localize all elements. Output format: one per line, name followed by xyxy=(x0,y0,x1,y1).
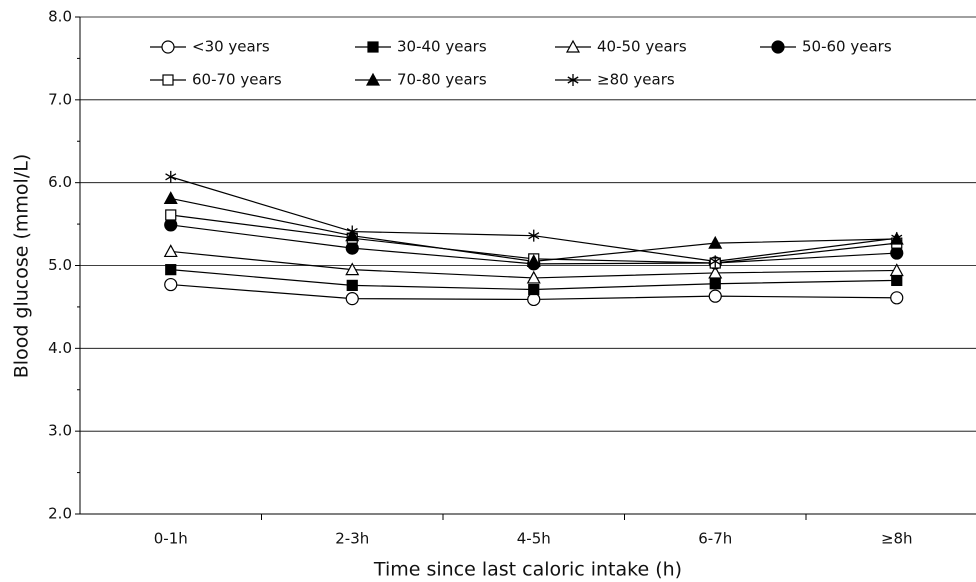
y-tick-label: 8.0 xyxy=(48,8,72,26)
legend-label: 50-60 years xyxy=(802,38,892,56)
x-tick-label: 4-5h xyxy=(517,530,551,548)
data-point xyxy=(891,274,903,287)
data-point xyxy=(527,292,541,307)
data-point xyxy=(889,263,904,277)
data-point xyxy=(526,254,541,267)
legend-label: ≥80 years xyxy=(597,71,675,89)
data-point xyxy=(165,209,177,221)
data-point xyxy=(890,246,904,260)
legend-label: 60-70 years xyxy=(192,71,282,89)
x-tick-label: 6-7h xyxy=(698,530,732,548)
data-point xyxy=(345,241,359,255)
y-axis-title: Blood glucose (mmol/L) xyxy=(11,154,33,378)
data-point xyxy=(709,255,721,268)
data-point xyxy=(528,229,540,242)
series-line xyxy=(170,176,897,262)
data-point xyxy=(163,191,178,205)
data-point xyxy=(346,279,358,291)
legend-marker xyxy=(367,41,379,53)
y-tick-label: 5.0 xyxy=(48,256,72,274)
data-point xyxy=(165,264,177,276)
legend-label: 40-50 years xyxy=(597,38,687,56)
legend-label: 30-40 years xyxy=(397,38,487,56)
data-point xyxy=(709,278,721,290)
legend-marker xyxy=(162,74,174,86)
data-point xyxy=(708,265,723,279)
data-point xyxy=(890,291,904,305)
data-point xyxy=(165,170,177,183)
y-tick-label: 3.0 xyxy=(48,422,72,440)
legend-marker xyxy=(365,72,381,86)
data-point xyxy=(526,270,541,284)
legend-marker xyxy=(771,40,785,54)
x-tick-label: 2-3h xyxy=(335,530,369,548)
legend-marker xyxy=(565,39,581,53)
data-point xyxy=(528,283,540,296)
data-point xyxy=(346,225,358,238)
y-tick-label: 6.0 xyxy=(48,173,72,191)
data-point xyxy=(708,235,723,249)
x-axis-title: Time since last caloric intake (h) xyxy=(373,559,682,581)
legend-label: <30 years xyxy=(192,38,270,56)
x-tick-label: 0-1h xyxy=(154,530,188,548)
data-point xyxy=(708,289,722,303)
legend-label: 70-80 years xyxy=(397,71,487,89)
data-point xyxy=(345,262,360,276)
data-point xyxy=(345,292,359,306)
data-point xyxy=(891,232,903,245)
data-point xyxy=(164,277,178,292)
y-tick-label: 7.0 xyxy=(48,90,72,108)
legend-marker xyxy=(567,74,579,86)
data-point xyxy=(163,244,178,258)
x-tick-label: ≥8h xyxy=(881,530,913,548)
y-tick-label: 4.0 xyxy=(48,339,72,357)
legend-marker xyxy=(161,40,175,54)
y-tick-label: 2.0 xyxy=(48,505,72,523)
data-point xyxy=(164,218,178,232)
